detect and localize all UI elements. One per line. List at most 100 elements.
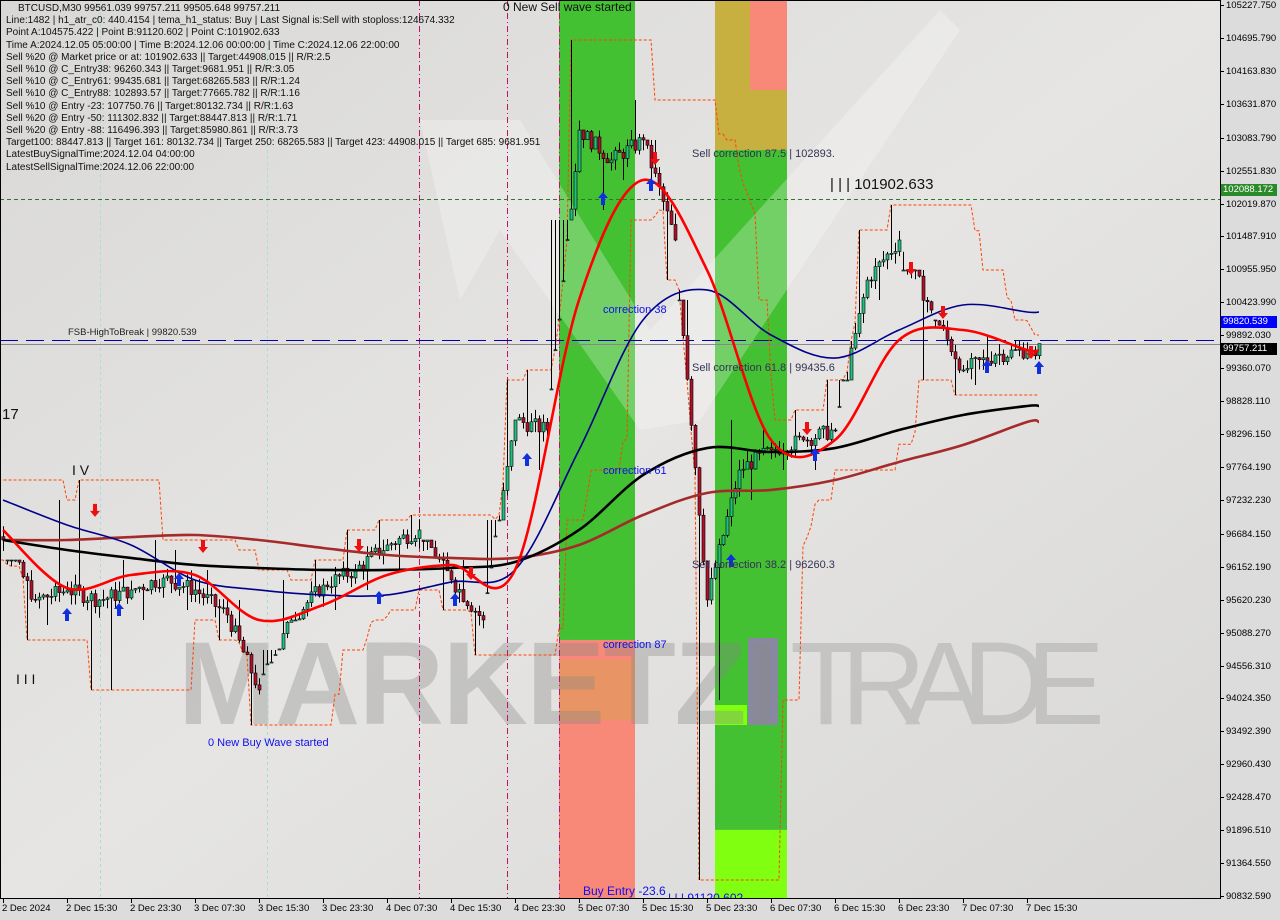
candle-body (417, 529, 422, 539)
candle (265, 650, 270, 666)
candle (485, 520, 490, 595)
x-tick-label: 7 Dec 15:30 (1026, 903, 1078, 914)
candle (517, 414, 522, 421)
zone-gray-box (748, 638, 778, 725)
candle-body (193, 589, 198, 595)
candle-body (205, 594, 210, 598)
candle-body (13, 559, 18, 562)
candle-body (113, 589, 118, 601)
candle (721, 534, 726, 547)
candle (1005, 355, 1010, 365)
candle-body (773, 448, 778, 451)
candle (93, 589, 98, 614)
candle (805, 436, 810, 447)
candle (701, 508, 706, 566)
candle (269, 650, 274, 664)
candle-body (805, 439, 810, 442)
candle-body (81, 589, 86, 603)
candle (669, 204, 674, 225)
candle-body (701, 514, 706, 562)
candle (281, 579, 286, 651)
correction-38-label: correction 38 (603, 304, 667, 316)
candle-body (849, 347, 854, 381)
candle-body (977, 357, 982, 360)
candle (397, 535, 402, 570)
moving-average-line (2, 288, 1040, 597)
candle (853, 323, 858, 351)
candle (697, 466, 702, 881)
watermark: MARKETZI TRADE (178, 618, 1105, 750)
candle (609, 152, 614, 171)
candle (673, 213, 678, 242)
buy-arrow-icon (374, 590, 384, 604)
candle (561, 220, 566, 283)
candle-body (261, 673, 266, 676)
candle-body (901, 269, 906, 272)
candle-body (265, 663, 270, 666)
y-tick-label: 91364.550 (1226, 858, 1271, 869)
candle-body (537, 418, 542, 433)
candle (17, 559, 22, 565)
candle-body (529, 421, 534, 432)
svg-text:TRADE: TRADE (790, 618, 1105, 750)
logo-watermark-shape (420, 10, 960, 430)
moving-average-line (2, 404, 1040, 572)
candle (125, 586, 130, 604)
candle-body (581, 129, 586, 140)
candle-body (149, 580, 154, 591)
candle-body (309, 591, 314, 603)
candle (961, 365, 966, 373)
candle-body (673, 224, 678, 241)
candle (465, 599, 470, 610)
candle-body (957, 358, 962, 371)
candle (681, 299, 686, 339)
sell-correction-875-label: Sell correction 87.5 | 102893. (692, 148, 835, 160)
candle-body (189, 580, 194, 595)
candle-body (473, 610, 478, 613)
candle (537, 415, 542, 471)
candle-body (181, 586, 186, 588)
candle-body (221, 607, 226, 610)
candle-body (721, 534, 726, 545)
candle-body (833, 429, 838, 432)
candle-body (197, 589, 202, 595)
candle-body (293, 619, 298, 622)
candle (129, 580, 134, 600)
candle-body (969, 358, 974, 369)
candle-body (613, 149, 618, 161)
candle (953, 344, 958, 395)
candle-body (209, 594, 214, 596)
y-tick-label: 90832.590 (1226, 891, 1271, 902)
candle-body (453, 579, 458, 593)
candle (5, 559, 10, 565)
candle-body (393, 543, 398, 545)
candle-body (741, 468, 746, 471)
candle-body (185, 580, 190, 587)
candle (345, 529, 350, 583)
candle (253, 664, 258, 689)
candle-body (713, 567, 718, 579)
candle (533, 409, 538, 433)
candle (709, 567, 714, 605)
candle (857, 229, 862, 338)
candle-body (129, 589, 134, 599)
candle (733, 481, 738, 505)
y-tick-label: 95088.270 (1226, 628, 1271, 639)
candle-body (289, 619, 294, 623)
candle (85, 596, 90, 611)
sell-arrow-icon (198, 539, 208, 553)
candle-body (877, 261, 882, 267)
candle (421, 539, 426, 551)
candle-body (993, 354, 998, 364)
candle (745, 450, 750, 470)
candle-body (409, 541, 414, 544)
candle-body (861, 297, 866, 314)
candle (937, 319, 942, 326)
candle-body (341, 567, 346, 577)
y-tick-label: 101487.910 (1226, 231, 1277, 242)
candle (89, 590, 94, 690)
candle-body (1009, 349, 1014, 358)
candle (873, 258, 878, 289)
buy-wave-label: 0 New Buy Wave started (208, 737, 329, 749)
